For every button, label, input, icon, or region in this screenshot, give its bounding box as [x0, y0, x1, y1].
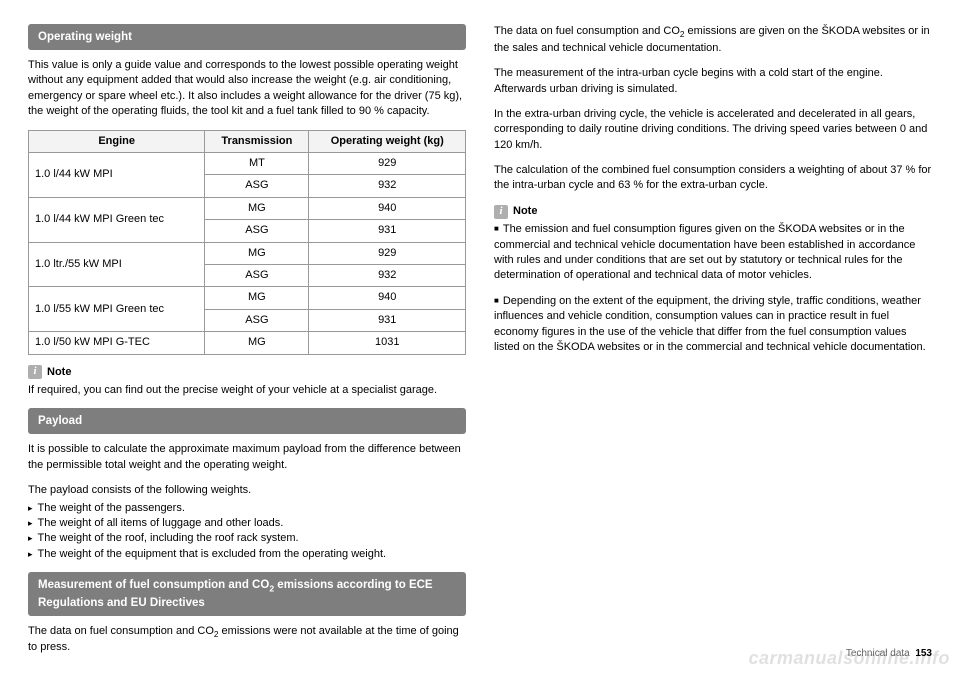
list-item: The weight of all items of luggage and o…: [28, 516, 466, 531]
right-column: The data on fuel consumption and CO2 emi…: [494, 24, 932, 666]
table-cell: 940: [309, 287, 466, 309]
table-cell: 932: [309, 265, 466, 287]
note-label: Note: [513, 204, 537, 219]
right-p3: In the extra-urban driving cycle, the ve…: [494, 107, 932, 153]
table-cell: 929: [309, 242, 466, 264]
note-header: Note: [28, 365, 466, 380]
table-cell: ASG: [205, 309, 309, 331]
list-item: Depending on the extent of the equipment…: [494, 294, 932, 356]
table-cell: MT: [205, 153, 309, 175]
table-cell: 1.0 l/44 kW MPI Green tec: [29, 197, 205, 242]
right-p1: The data on fuel consumption and CO2 emi…: [494, 24, 932, 56]
note-header: Note: [494, 204, 932, 219]
th-engine: Engine: [29, 130, 205, 152]
table-cell: MG: [205, 242, 309, 264]
list-item: The weight of the equipment that is excl…: [28, 547, 466, 562]
right-p2: The measurement of the intra-urban cycle…: [494, 66, 932, 97]
table-cell: MG: [205, 332, 309, 354]
table-cell: 931: [309, 309, 466, 331]
list-item: The weight of the roof, including the ro…: [28, 531, 466, 546]
table-cell: ASG: [205, 265, 309, 287]
table-cell: 1.0 l/44 kW MPI: [29, 153, 205, 198]
fuel-na-text: The data on fuel consumption and CO2 emi…: [28, 624, 466, 656]
payload-list: The weight of the passengers. The weight…: [28, 501, 466, 563]
sec3-title-a: Measurement of fuel consumption and CO: [38, 579, 269, 591]
table-cell: ASG: [205, 220, 309, 242]
note-label: Note: [47, 365, 71, 380]
weight-table: Engine Transmission Operating weight (kg…: [28, 130, 466, 355]
note-list: The emission and fuel consumption figure…: [494, 222, 932, 355]
watermark: carmanualsonline.info: [748, 646, 950, 671]
th-transmission: Transmission: [205, 130, 309, 152]
info-icon: [494, 205, 508, 219]
payload-p1: It is possible to calculate the approxim…: [28, 442, 466, 473]
table-cell: MG: [205, 197, 309, 219]
table-cell: 932: [309, 175, 466, 197]
table-cell: ASG: [205, 175, 309, 197]
note-text: If required, you can find out the precis…: [28, 383, 466, 398]
left-column: Operating weight This value is only a gu…: [28, 24, 466, 666]
table-cell: 1.0 l/55 kW MPI Green tec: [29, 287, 205, 332]
table-cell: 929: [309, 153, 466, 175]
payload-p2: The payload consists of the following we…: [28, 483, 466, 498]
th-weight: Operating weight (kg): [309, 130, 466, 152]
list-item: The emission and fuel consumption figure…: [494, 222, 932, 284]
section-payload: Payload: [28, 408, 466, 434]
list-item: The weight of the passengers.: [28, 501, 466, 516]
table-cell: 940: [309, 197, 466, 219]
table-cell: 1031: [309, 332, 466, 354]
operating-weight-intro: This value is only a guide value and cor…: [28, 58, 466, 120]
section-fuel-measurement: Measurement of fuel consumption and CO2 …: [28, 572, 466, 615]
table-cell: MG: [205, 287, 309, 309]
right-p4: The calculation of the combined fuel con…: [494, 163, 932, 194]
info-icon: [28, 365, 42, 379]
table-cell: 1.0 ltr./55 kW MPI: [29, 242, 205, 287]
table-cell: 931: [309, 220, 466, 242]
table-cell: 1.0 l/50 kW MPI G-TEC: [29, 332, 205, 354]
section-operating-weight: Operating weight: [28, 24, 466, 50]
